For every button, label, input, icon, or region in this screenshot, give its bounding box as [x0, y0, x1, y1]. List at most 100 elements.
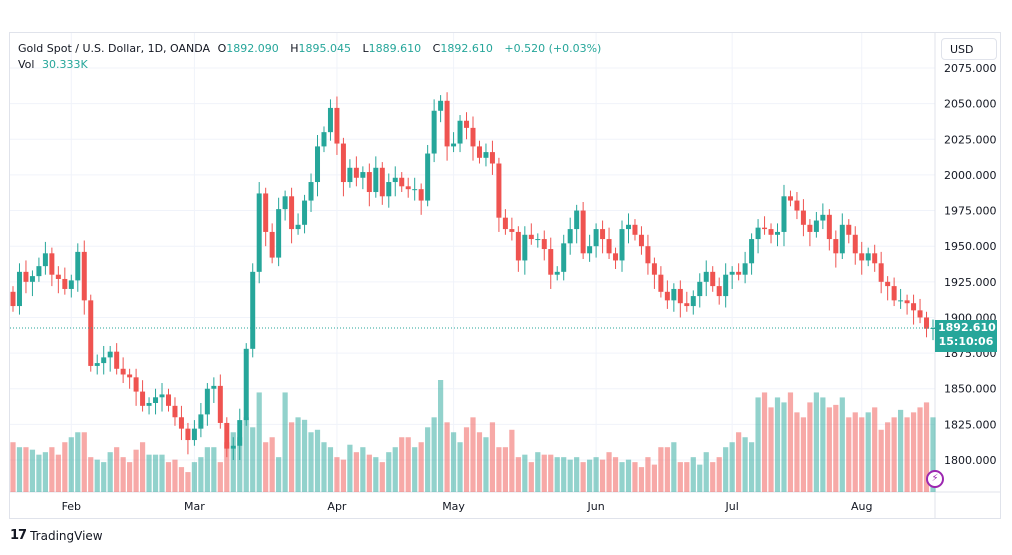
volume-bar	[412, 447, 418, 492]
volume-bar	[483, 437, 489, 492]
symbol-title[interactable]: Gold Spot / U.S. Dollar, 1D, OANDA	[18, 42, 211, 55]
volume-bar	[159, 454, 165, 492]
candle-body	[548, 249, 554, 275]
currency-button[interactable]: USD	[941, 38, 997, 60]
volume-bar	[16, 447, 23, 492]
volume-bar	[282, 392, 288, 492]
volume-bar	[301, 419, 308, 492]
volume-bar	[723, 447, 729, 492]
volume-bar	[431, 417, 437, 492]
volume-bar	[813, 392, 819, 492]
candle-body	[68, 280, 74, 289]
candle-body	[820, 214, 826, 221]
candle-body	[587, 246, 593, 254]
candle-body	[94, 363, 100, 366]
volume-bar	[314, 429, 321, 492]
candle-body	[379, 167, 385, 197]
volume-bar	[768, 407, 774, 492]
volume-bar	[833, 404, 839, 492]
volume-bar	[671, 442, 677, 492]
candle-body	[515, 231, 521, 261]
volume-bar	[522, 454, 528, 492]
tradingview-logo[interactable]: 𝟭𝟳 TradingView	[10, 528, 103, 543]
candle-body	[878, 263, 884, 282]
volume-bar	[185, 472, 191, 492]
volume-bar	[152, 454, 159, 492]
candle-body	[574, 210, 580, 230]
candle-body	[716, 286, 722, 297]
candle-body	[366, 172, 372, 193]
volume-bar	[360, 447, 366, 492]
time-tick-label: Apr	[327, 500, 347, 513]
candle-body	[671, 288, 677, 301]
candle-body	[88, 300, 94, 366]
candle-body	[593, 229, 599, 247]
candle-body	[567, 229, 573, 244]
volume-bar	[425, 427, 431, 492]
candle-body	[101, 357, 107, 364]
candle-body	[483, 152, 489, 158]
volume-bar	[224, 442, 230, 492]
candle-body	[632, 224, 638, 235]
candle-body	[891, 286, 897, 301]
volume-bar	[885, 422, 891, 492]
candle-body	[833, 239, 839, 254]
candle-body	[49, 253, 55, 275]
candle-body	[237, 420, 243, 446]
candle-body	[23, 271, 29, 282]
volume-bar	[859, 417, 865, 492]
candle-body	[159, 394, 165, 398]
volume-bar	[49, 447, 55, 492]
volume-bar	[237, 437, 243, 492]
volume-bar	[742, 437, 748, 492]
candle-body	[710, 271, 716, 287]
candle-body	[904, 300, 910, 304]
candle-body	[885, 281, 891, 287]
time-tick-label: Mar	[184, 500, 205, 513]
candle-body	[347, 167, 353, 183]
time-tick-label: May	[442, 500, 465, 513]
candle-body	[444, 100, 450, 147]
volume-bar	[438, 380, 444, 492]
price-tick-label: 2050.000	[944, 98, 997, 111]
candle-body	[29, 276, 35, 282]
candle-body	[295, 224, 301, 230]
candle-body	[263, 193, 269, 232]
candle-body	[762, 227, 768, 230]
volume-bar	[146, 454, 152, 492]
volume-bar	[548, 454, 554, 492]
volume-bar	[567, 459, 573, 492]
candle-body	[405, 186, 411, 190]
candle-body	[502, 217, 508, 230]
volume-bar	[10, 442, 16, 492]
candle-body	[353, 167, 359, 178]
candle-body	[191, 428, 197, 441]
volume-bar	[677, 462, 683, 492]
volume-bar	[340, 459, 347, 492]
volume-bar	[748, 442, 755, 492]
volume-label[interactable]: Vol	[18, 58, 35, 71]
candle-body	[872, 253, 878, 264]
volume-bar	[405, 437, 411, 492]
volume-bar	[515, 457, 521, 492]
volume-bar	[839, 397, 845, 492]
volume-bar	[211, 447, 217, 492]
volume-bar	[846, 417, 852, 492]
volume-bar	[107, 452, 113, 492]
open-label: O	[217, 42, 227, 55]
volume-bar	[852, 412, 858, 492]
lightning-icon[interactable]: ⚡	[926, 470, 944, 488]
candle-body	[496, 163, 502, 218]
candle-body	[736, 271, 742, 275]
candle-body	[107, 351, 113, 358]
volume-bar	[755, 397, 761, 492]
candle-body	[865, 253, 871, 261]
volume-bar	[120, 457, 126, 492]
candle-body	[327, 107, 333, 133]
price-tick-label: 1800.000	[944, 454, 997, 467]
volume-bar	[127, 462, 133, 492]
candle-body	[198, 414, 204, 429]
candle-body	[723, 274, 729, 297]
volume-bar	[587, 459, 593, 492]
